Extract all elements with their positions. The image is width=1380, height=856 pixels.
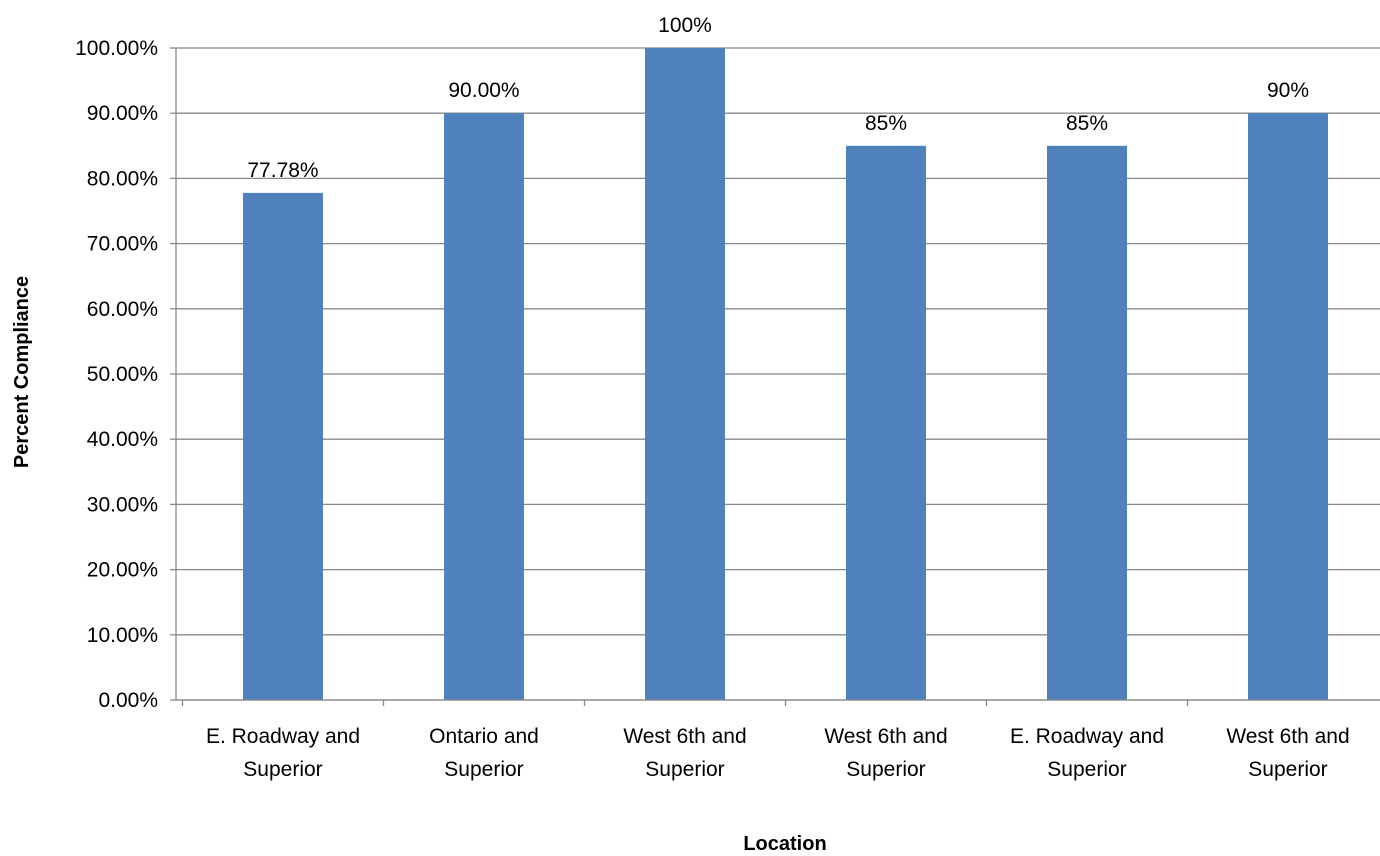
bar (846, 145, 926, 701)
y-tick-label: 10.00% (87, 624, 158, 647)
x-category-label: Superior (243, 758, 322, 781)
bar (1248, 113, 1328, 700)
y-tick-label: 50.00% (87, 363, 158, 386)
x-category-label: Superior (1047, 758, 1126, 781)
data-label: 85% (1066, 112, 1108, 135)
bar (1047, 145, 1127, 701)
y-tick-label: 60.00% (87, 298, 158, 321)
labels: 0.00% 10.00% 20.00% 30.00% 40.00% 50.00% 60.00… (75, 14, 1350, 781)
y-tick-label: 40.00% (87, 428, 158, 451)
x-category-label: E. Roadway and (1010, 725, 1164, 748)
data-label: 90% (1267, 79, 1309, 102)
gridlines (176, 47, 1380, 701)
y-tick-label: 0.00% (98, 689, 158, 712)
x-category-label: Superior (444, 758, 523, 781)
data-label: 77.78% (247, 159, 318, 182)
bars (243, 48, 1328, 701)
data-label: 85% (865, 112, 907, 135)
y-tick-label: 70.00% (87, 233, 158, 256)
x-category-label: E. Roadway and (206, 725, 360, 748)
y-tick-label: 30.00% (87, 493, 158, 516)
y-axis-title: Percent Compliance (11, 276, 33, 468)
bar (645, 48, 725, 700)
x-category-label: Superior (645, 758, 724, 781)
axes (170, 47, 1380, 706)
x-category-label: Superior (846, 758, 925, 781)
x-category-label: West 6th and (623, 725, 746, 748)
x-category-label: Ontario and (429, 725, 539, 748)
bar (444, 113, 524, 700)
x-axis-title: Location (743, 833, 826, 855)
bar (243, 192, 323, 701)
data-label: 90.00% (448, 79, 519, 102)
x-category-label: West 6th and (824, 725, 947, 748)
x-category-label: West 6th and (1226, 725, 1349, 748)
data-label: 100% (658, 14, 712, 37)
y-tick-label: 80.00% (87, 167, 158, 190)
y-tick-label: 100.00% (75, 37, 158, 60)
x-category-label: Superior (1248, 758, 1327, 781)
y-tick-label: 20.00% (87, 559, 158, 582)
y-tick-label: 90.00% (87, 102, 158, 125)
